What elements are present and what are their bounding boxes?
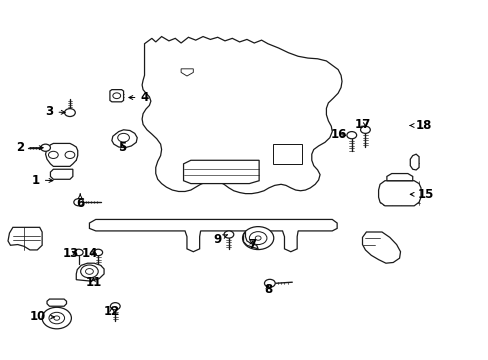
Circle shape [118,134,129,142]
Polygon shape [50,169,73,179]
Text: 9: 9 [213,233,227,246]
Circle shape [65,151,75,158]
Circle shape [74,249,83,256]
Polygon shape [378,181,420,206]
Polygon shape [8,227,42,250]
Circle shape [64,109,75,117]
Text: 1: 1 [32,174,53,186]
Polygon shape [362,232,400,263]
Polygon shape [183,160,259,184]
Circle shape [41,144,50,151]
Text: 10: 10 [30,310,54,324]
Circle shape [74,199,83,206]
Text: 8: 8 [263,283,271,296]
Text: 12: 12 [103,306,120,319]
Circle shape [48,151,58,158]
Circle shape [94,249,102,256]
Text: 18: 18 [409,119,431,132]
Polygon shape [272,144,302,164]
Text: 4: 4 [129,91,148,104]
Circle shape [242,226,273,249]
Polygon shape [181,69,193,76]
Polygon shape [110,90,123,102]
Circle shape [264,279,275,287]
Text: 5: 5 [118,141,126,154]
Text: 7: 7 [247,238,255,251]
Polygon shape [45,143,78,166]
Circle shape [224,231,233,238]
Text: 3: 3 [45,105,65,118]
Circle shape [113,93,121,99]
Text: 11: 11 [85,276,101,289]
Circle shape [360,126,369,134]
Polygon shape [89,220,336,252]
Polygon shape [112,130,137,148]
Text: 6: 6 [76,194,84,210]
Circle shape [54,316,60,320]
Polygon shape [409,154,418,170]
Circle shape [81,265,98,278]
Text: 14: 14 [81,247,98,260]
Circle shape [346,132,356,139]
Text: 2: 2 [16,141,43,154]
Circle shape [42,307,71,329]
Circle shape [49,312,64,324]
Polygon shape [142,37,341,194]
Polygon shape [243,232,258,249]
Text: 17: 17 [354,118,370,131]
Polygon shape [386,174,412,181]
Polygon shape [47,299,66,306]
Text: 15: 15 [409,188,433,201]
Circle shape [249,231,266,244]
Circle shape [255,236,261,240]
Circle shape [110,303,120,310]
Polygon shape [76,263,104,281]
Text: 16: 16 [330,127,346,141]
Circle shape [85,269,93,274]
Text: 13: 13 [62,247,79,260]
